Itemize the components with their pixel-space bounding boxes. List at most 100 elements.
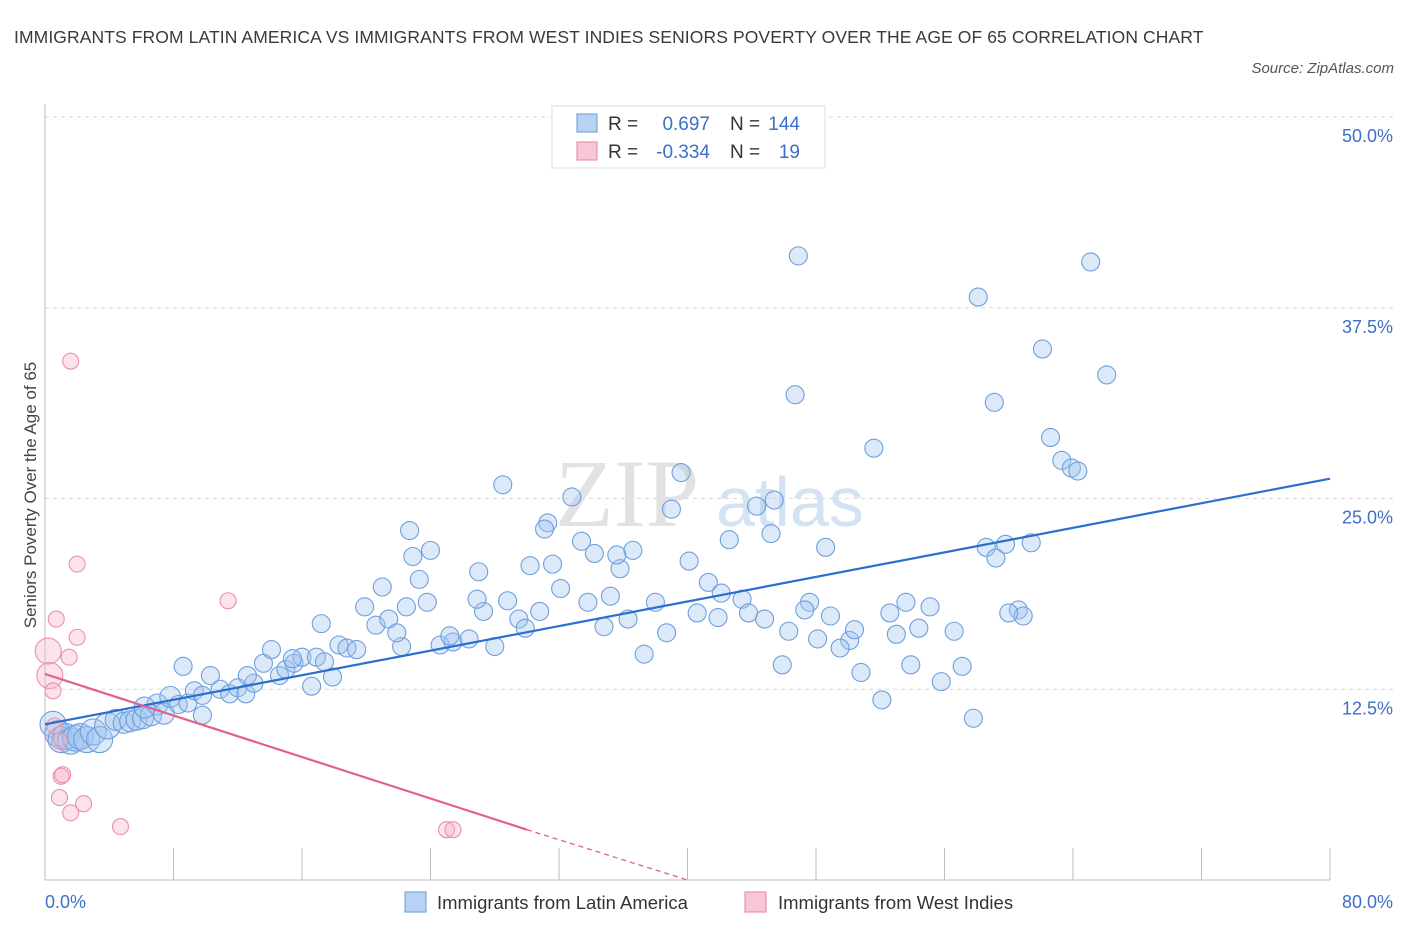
- latin-point-51: [417, 592, 437, 612]
- trend-line-west-indies: [44, 672, 528, 831]
- latin-point-56: [473, 601, 494, 621]
- west-indies-point-12: [68, 555, 86, 573]
- latin-point-36: [302, 676, 322, 696]
- latin-point-120: [1021, 533, 1041, 553]
- latin-point-127: [1097, 365, 1117, 385]
- latin-point-106: [886, 624, 906, 644]
- west-indies-point-8: [50, 789, 69, 807]
- west-indies-point-3: [47, 610, 65, 628]
- latin-point-59: [493, 475, 513, 495]
- latin-point-134: [237, 665, 257, 686]
- latin-point-111: [944, 621, 964, 641]
- legend-n-value-2: 19: [779, 142, 800, 163]
- watermark-zip: ZIP: [555, 440, 699, 547]
- x-tick-label-1: 80.0%: [1342, 892, 1393, 912]
- latin-point-99: [820, 606, 841, 626]
- latin-point-141: [534, 519, 555, 539]
- west-indies-point-11: [62, 352, 80, 370]
- latin-point-144: [761, 524, 781, 544]
- latin-point-128: [984, 392, 1004, 412]
- legend-r-value-1: 0.697: [662, 114, 710, 135]
- watermark: ZIP atlas: [555, 440, 864, 547]
- latin-point-75: [623, 540, 643, 560]
- latin-point-105: [880, 603, 900, 623]
- west-indies-point-16: [219, 592, 237, 610]
- west-indies-point-4: [46, 717, 64, 735]
- latin-point-109: [920, 597, 940, 617]
- latin-point-121: [1032, 339, 1053, 359]
- latin-point-64: [543, 554, 563, 574]
- west-indies-point-15: [111, 818, 130, 836]
- latin-point-114: [968, 287, 988, 307]
- west-indies-point-2: [44, 682, 62, 700]
- latin-point-117: [995, 534, 1016, 554]
- latin-point-96: [795, 600, 815, 620]
- y-tick-labels: 12.5% 25.0% 37.5% 50.0%: [1342, 126, 1393, 718]
- latin-point-129: [999, 603, 1019, 623]
- latin-point-140: [467, 589, 487, 609]
- legend-r-label-2: R =: [608, 142, 638, 163]
- legend-n-value-1: 144: [768, 114, 800, 135]
- west-indies-point-14: [68, 628, 86, 646]
- latin-point-93: [785, 385, 805, 405]
- latin-point-146: [901, 655, 921, 675]
- latin-point-9: [86, 726, 114, 754]
- latin-point-76: [634, 644, 654, 664]
- legend-n-label-1: N =: [730, 114, 760, 135]
- y-tick-label-2: 37.5%: [1342, 317, 1393, 337]
- latin-point-126: [1081, 252, 1101, 272]
- latin-point-72: [600, 586, 620, 606]
- latin-point-89: [755, 609, 775, 629]
- latin-point-110: [931, 672, 951, 692]
- legend-swatch-west-indies: [576, 141, 598, 161]
- latin-point-107: [896, 592, 916, 612]
- latin-point-90: [764, 490, 784, 510]
- chart-source: Source: ZipAtlas.com: [1251, 60, 1394, 77]
- latin-point-68: [571, 531, 592, 551]
- trend-lines: [44, 477, 1331, 881]
- legend-swatch-latin: [576, 113, 598, 133]
- west-indies-point-13: [60, 648, 78, 666]
- y-axis-title: Seniors Poverty Over the Age of 65: [21, 362, 40, 628]
- latin-point-131: [420, 540, 441, 560]
- latin-point-130: [469, 562, 489, 582]
- latin-point-102: [851, 662, 871, 683]
- west-indies-point-10: [75, 795, 93, 813]
- trend-line-west-indies-extension: [526, 829, 688, 881]
- latin-point-69: [578, 592, 598, 612]
- latin-point-79: [661, 499, 681, 519]
- latin-point-83: [698, 572, 718, 592]
- trend-line-latin: [44, 477, 1331, 726]
- latin-point-71: [594, 617, 614, 637]
- west-indies-point-9: [62, 804, 80, 822]
- latin-point-137: [192, 705, 212, 725]
- latin-point-24: [200, 665, 220, 686]
- chart-title: IMMIGRANTS FROM LATIN AMERICA VS IMMIGRA…: [14, 27, 1204, 47]
- latin-point-122: [1040, 427, 1061, 448]
- latin-point-54: [440, 626, 460, 646]
- latin-point-70: [584, 543, 604, 563]
- latin-point-133: [311, 614, 331, 634]
- latin-point-101: [844, 620, 865, 640]
- latin-point-91: [772, 655, 792, 675]
- latin-point-63: [530, 601, 550, 621]
- latin-point-142: [607, 545, 627, 565]
- latin-point-66: [551, 578, 571, 599]
- latin-point-135: [173, 656, 193, 676]
- latin-point-5: [61, 724, 90, 752]
- latin-point-67: [562, 487, 582, 507]
- latin-point-35: [292, 647, 312, 667]
- legend-r-label-1: R =: [608, 114, 638, 135]
- y-tick-label-3: 50.0%: [1342, 126, 1393, 146]
- latin-point-94: [788, 246, 808, 266]
- latin-point-119: [1013, 606, 1033, 626]
- bottom-legend-label-latin: Immigrants from Latin America: [437, 892, 689, 913]
- latin-point-138: [282, 649, 302, 669]
- latin-point-42: [347, 640, 367, 660]
- y-tick-label-0: 12.5%: [1342, 698, 1393, 718]
- latin-point-78: [657, 623, 677, 643]
- latin-point-62: [520, 556, 540, 576]
- latin-point-98: [816, 537, 836, 557]
- legend-r-value-2: -0.334: [656, 142, 710, 163]
- latin-point-87: [738, 603, 759, 623]
